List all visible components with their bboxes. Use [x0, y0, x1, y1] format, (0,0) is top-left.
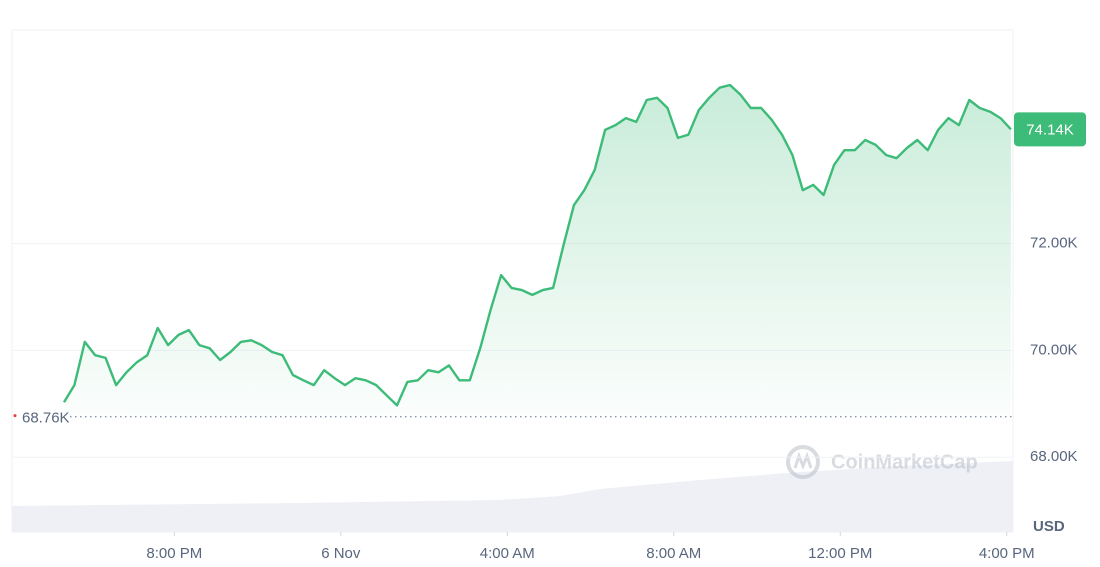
watermark-text: CoinMarketCap [831, 451, 978, 473]
reference-dot [13, 414, 17, 418]
x-tick-label: 4:00 PM [979, 545, 1035, 562]
x-tick-label: 8:00 PM [146, 545, 202, 562]
reference-label: 68.76K [22, 410, 70, 427]
y-tick-label: 68.00K [1030, 448, 1078, 465]
volume-area [12, 461, 1013, 532]
price-line [62, 83, 1012, 407]
x-tick-label: 12:00 PM [808, 545, 872, 562]
y-tick-label: 70.00K [1030, 341, 1078, 358]
y-tick-label: 72.00K [1030, 235, 1078, 252]
x-tick-label: 8:00 AM [646, 545, 701, 562]
y-unit: USD [1033, 518, 1065, 535]
current-price-badge [1014, 112, 1086, 147]
x-tick-label: 6 Nov [321, 545, 361, 562]
x-tick-label: 4:00 AM [480, 545, 535, 562]
price-area [64, 85, 1011, 417]
current-price-label: 74.14K [1026, 121, 1074, 138]
